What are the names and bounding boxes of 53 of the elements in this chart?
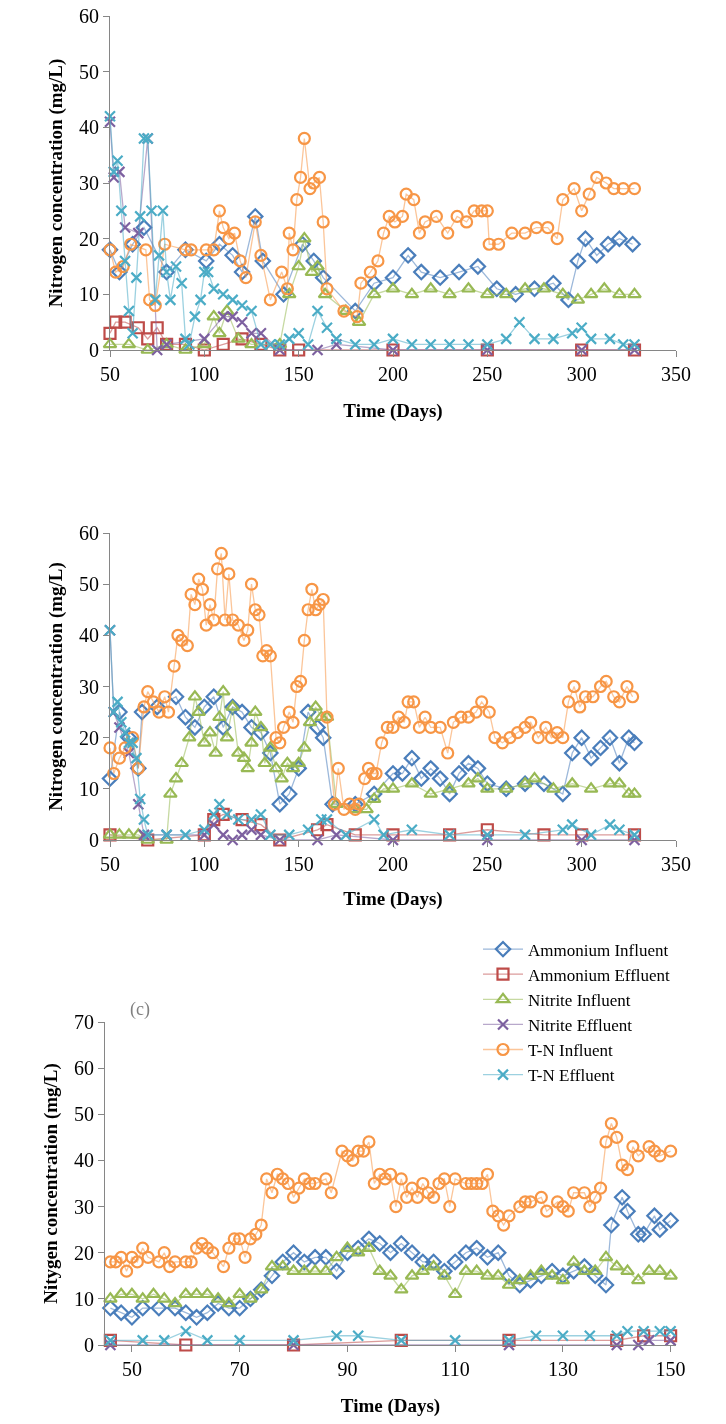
x-axis-title: Time (Days) (340, 1395, 441, 1417)
y-tick-label: 20 (79, 227, 99, 250)
x-tick-label: 350 (661, 363, 691, 385)
x-tick-label: 90 (337, 1358, 358, 1380)
y-tick-label: 50 (79, 60, 99, 83)
x-tick-label: 100 (189, 363, 220, 385)
x-tick-label: 300 (566, 363, 597, 385)
y-tick-label: 20 (79, 726, 99, 749)
y-tick-label: 30 (79, 675, 99, 698)
x-tick-label: 200 (378, 363, 408, 385)
legend-label: Ammonium Effluent (528, 965, 671, 985)
legend-label: T-N Effluent (528, 1066, 615, 1086)
y-tick-label: 50 (74, 1103, 94, 1126)
x-tick-label: 70 (229, 1358, 250, 1380)
x-tick-label: 150 (655, 1358, 686, 1380)
y-tick-label: 0 (89, 829, 99, 851)
y-tick-label: 30 (79, 172, 99, 194)
x-tick-label: 200 (378, 853, 408, 875)
legend-label: Ammonium Influent (528, 940, 669, 960)
y-tick-label: 60 (79, 522, 99, 544)
y-tick-label: 70 (74, 1011, 94, 1033)
y-tick-label: 30 (74, 1195, 94, 1218)
y-axis-title: Nitrogen concentration (mg/L) (45, 58, 67, 308)
y-tick-label: 0 (89, 339, 99, 361)
x-tick-label: 150 (283, 853, 314, 875)
y-tick-label: 40 (79, 624, 99, 647)
legend-label: T-N Influent (528, 1041, 614, 1061)
x-axis-title: Time (Days) (343, 400, 443, 422)
y-tick-label: 60 (74, 1057, 94, 1080)
y-tick-label: 0 (84, 1334, 94, 1356)
x-tick-label: 250 (472, 853, 503, 875)
y-tick-label: 20 (74, 1241, 94, 1264)
y-tick-label: 10 (79, 777, 99, 800)
x-tick-label: 150 (283, 363, 314, 385)
y-tick-label: 10 (79, 283, 99, 306)
y-tick-label: 50 (79, 573, 99, 596)
x-tick-label: 350 (661, 853, 691, 875)
text: (c) (130, 999, 150, 1020)
y-tick-label: 60 (79, 5, 99, 27)
legend-label: Nitrite Influent (528, 990, 631, 1010)
y-tick-label: 40 (79, 116, 99, 139)
x-tick-label: 50 (121, 1358, 142, 1380)
x-axis-title: Time (Days) (343, 888, 443, 910)
x-tick-label: 100 (189, 853, 220, 875)
x-tick-label: 130 (547, 1358, 578, 1380)
y-tick-label: 40 (74, 1149, 94, 1172)
x-tick-label: 250 (472, 363, 503, 385)
x-tick-label: 300 (566, 853, 597, 875)
legend-label: Nitrite Effluent (528, 1016, 633, 1036)
y-tick-label: 10 (74, 1287, 94, 1310)
x-tick-label: 110 (440, 1358, 470, 1380)
y-axis-title: Nitygen concentration (mg/L) (40, 1063, 62, 1304)
y-axis-title: Nitrogen concentration (mg/L) (45, 562, 67, 811)
